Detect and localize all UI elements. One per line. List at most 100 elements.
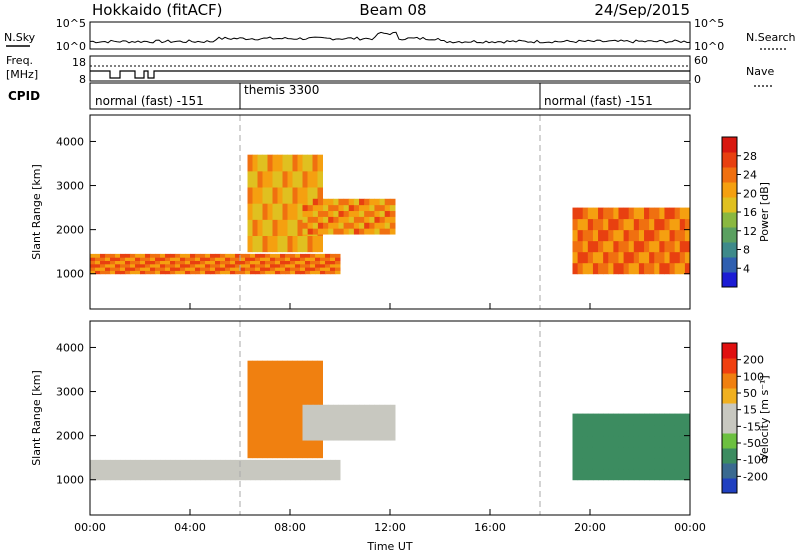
heatmap-cell <box>335 263 341 268</box>
colorbar-tick-label: -50 <box>743 437 761 450</box>
heatmap-cell <box>285 459 291 464</box>
heatmap-cell <box>592 218 599 231</box>
heatmap-cell <box>628 240 635 253</box>
heatmap-cell <box>100 476 106 481</box>
heatmap-cell <box>628 457 635 470</box>
heatmap-cell <box>285 463 291 467</box>
heatmap-cell <box>220 253 226 258</box>
heatmap-cell <box>287 170 293 188</box>
heatmap-cell <box>684 468 691 481</box>
colorbar-tick-label: 50 <box>743 387 757 400</box>
colorbar-tick-label: 12 <box>743 225 757 238</box>
heatmap-cell <box>649 413 655 426</box>
heatmap-cell <box>323 416 329 423</box>
heatmap-cell <box>170 476 176 481</box>
heatmap-cell <box>215 473 221 477</box>
heatmap-cell <box>230 466 236 471</box>
heatmap-cell <box>215 476 221 481</box>
heatmap-cell <box>300 469 306 474</box>
heatmap-cell <box>623 240 630 253</box>
heatmap-cell <box>297 170 303 188</box>
y-tick-label: 2000 <box>56 224 84 237</box>
heatmap-cell <box>185 476 191 481</box>
heatmap-cell <box>307 393 313 410</box>
heatmap-cell <box>348 416 355 423</box>
heatmap-cell <box>215 260 221 265</box>
heatmap-cell <box>272 425 278 443</box>
heatmap-cell <box>230 459 236 464</box>
heatmap-cell <box>330 257 336 261</box>
heatmap-cell <box>684 446 691 459</box>
heatmap-cell <box>185 263 191 268</box>
heatmap-cell <box>250 270 256 275</box>
heatmap-cell <box>200 260 206 265</box>
heatmap-cell <box>369 222 375 229</box>
nave-tick-top: 60 <box>694 54 708 67</box>
heatmap-cell <box>335 463 341 467</box>
heatmap-cell <box>282 187 288 204</box>
heatmap-cell <box>307 410 314 418</box>
heatmap-cell <box>150 267 156 271</box>
heatmap-cell <box>384 222 391 229</box>
heatmap-cell <box>659 424 665 437</box>
heatmap-cell <box>608 218 614 231</box>
heatmap-cell <box>287 425 293 443</box>
heatmap-cell <box>297 376 303 394</box>
heatmap-cell <box>317 376 323 394</box>
heatmap-cell <box>272 154 278 172</box>
heatmap-cell <box>120 473 126 477</box>
heatmap-cell <box>613 218 619 231</box>
cpid-panel: CPID normal (fast) -151 themis 3300 norm… <box>8 82 691 110</box>
heatmap-cell <box>679 207 686 220</box>
heatmap-cell <box>613 207 619 220</box>
heatmap-cell <box>312 198 319 206</box>
heatmap-cell <box>623 218 630 231</box>
heatmap-cell <box>335 466 341 471</box>
heatmap-cell <box>150 469 156 474</box>
heatmap-cell <box>315 267 321 271</box>
heatmap-cell <box>603 468 609 481</box>
heatmap-cell <box>323 222 329 229</box>
heatmap-cell <box>195 476 201 481</box>
heatmap-cell <box>180 459 186 464</box>
heatmap-cell <box>275 270 281 275</box>
heatmap-cell <box>659 413 665 426</box>
heatmap-cell <box>335 257 341 261</box>
heatmap-cell <box>145 463 151 467</box>
heatmap-cell <box>317 428 324 435</box>
heatmap-cell <box>572 240 579 253</box>
heatmap-cell <box>320 253 326 258</box>
heatmap-cell <box>353 404 360 412</box>
heatmap-cell <box>598 446 604 459</box>
heatmap-cell <box>644 446 650 459</box>
heatmap-cell <box>374 434 381 441</box>
heatmap-cell <box>572 229 579 242</box>
heatmap-cell <box>335 459 341 464</box>
heatmap-cell <box>95 466 101 471</box>
heatmap-cell <box>180 473 186 477</box>
heatmap-cell <box>603 262 609 275</box>
heatmap-cell <box>333 410 339 418</box>
colorbar-swatch <box>722 388 737 404</box>
power-panel: 1000 2000 3000 4000 Slant Range [km] 4 8 12 16… <box>30 114 771 310</box>
heatmap-cell <box>267 409 273 426</box>
heatmap-cell <box>255 463 261 467</box>
heatmap-cell <box>257 154 263 172</box>
heatmap-cell <box>343 210 350 217</box>
heatmap-cell <box>384 416 391 423</box>
heatmap-cell <box>130 473 136 477</box>
heatmap-cell <box>325 459 331 464</box>
heatmap-cell <box>282 203 288 220</box>
heatmap-cell <box>267 425 273 443</box>
heatmap-cell <box>285 469 291 474</box>
heatmap-cell <box>260 267 266 271</box>
heatmap-cell <box>292 441 298 459</box>
heatmap-cell <box>105 469 111 474</box>
nave-label: Nave <box>746 65 774 78</box>
heatmap-cell <box>180 267 186 271</box>
heatmap-cell <box>205 473 211 477</box>
heatmap-cell <box>170 267 176 271</box>
heatmap-cell <box>267 441 273 459</box>
heatmap-cell <box>230 473 236 477</box>
heatmap-cell <box>659 435 665 448</box>
